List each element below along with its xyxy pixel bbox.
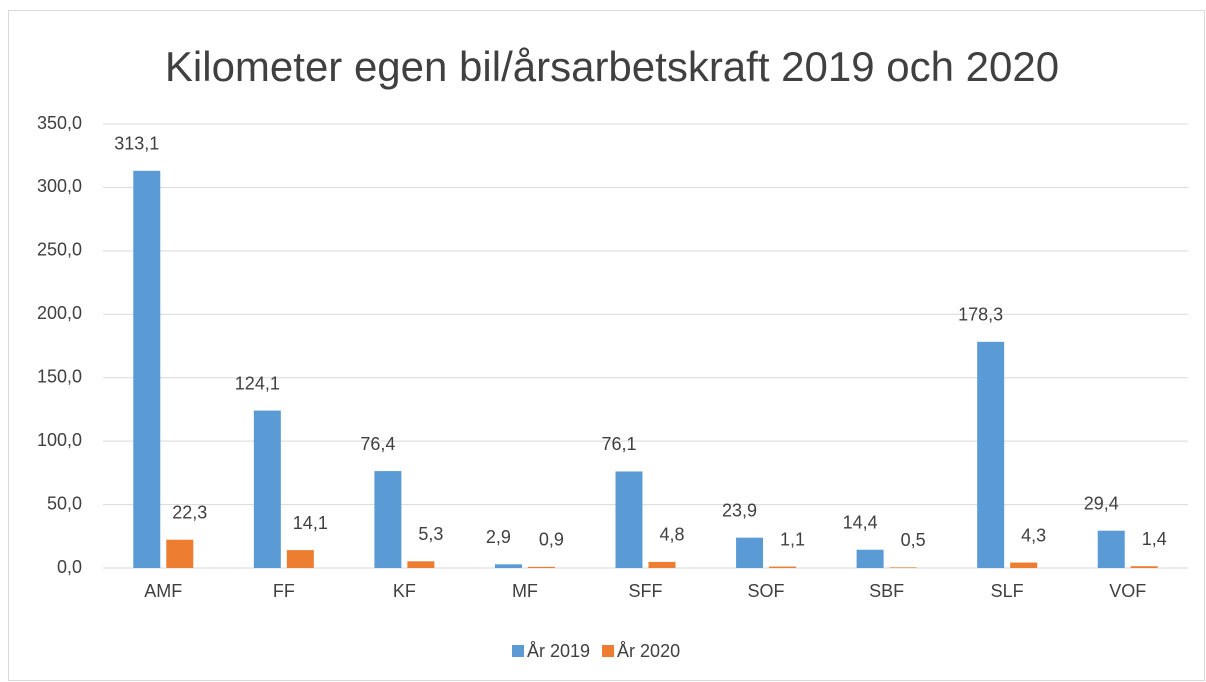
bar [253, 410, 281, 568]
y-tick-label: 150,0 [37, 366, 82, 386]
value-label: 29,4 [1084, 493, 1119, 513]
bar [648, 561, 676, 568]
y-tick-label: 0,0 [57, 557, 82, 577]
legend-label: År 2019 [527, 641, 590, 661]
bar [856, 549, 884, 568]
bar [286, 550, 314, 568]
value-label: 0,9 [539, 530, 564, 550]
bar [1097, 530, 1125, 568]
value-label: 0,5 [901, 530, 926, 550]
x-tick-label: SFF [629, 581, 663, 601]
value-label: 14,4 [843, 512, 878, 532]
y-tick-label: 350,0 [37, 113, 82, 133]
y-tick-label: 300,0 [37, 176, 82, 196]
bar [769, 566, 797, 568]
y-tick-label: 200,0 [37, 303, 82, 323]
bar [374, 471, 402, 568]
bar [1010, 562, 1038, 568]
bar [494, 564, 522, 568]
x-tick-label: SOF [748, 581, 785, 601]
y-tick-label: 50,0 [47, 493, 82, 513]
value-label: 313,1 [114, 134, 159, 154]
bar [407, 561, 435, 568]
value-label: 4,8 [659, 525, 684, 545]
legend-swatch [512, 645, 524, 657]
x-tick-label: SBF [869, 581, 904, 601]
value-label: 76,4 [360, 434, 395, 454]
bar [977, 341, 1005, 568]
value-label: 1,4 [1142, 529, 1167, 549]
legend-swatch [602, 645, 615, 657]
value-label: 76,1 [601, 434, 636, 454]
bar [615, 471, 643, 568]
value-label: 14,1 [293, 513, 328, 533]
value-label: 124,1 [235, 373, 280, 393]
x-tick-label: MF [512, 581, 538, 601]
y-tick-label: 250,0 [37, 240, 82, 260]
value-label: 22,3 [172, 502, 207, 522]
value-label: 178,3 [958, 305, 1003, 325]
x-tick-label: SLF [991, 581, 1024, 601]
y-tick-label: 100,0 [37, 430, 82, 450]
value-label: 1,1 [780, 529, 805, 549]
bar [1130, 566, 1158, 568]
x-tick-label: KF [393, 581, 416, 601]
x-tick-label: AMF [144, 581, 182, 601]
x-tick-label: FF [273, 581, 295, 601]
bar [736, 537, 764, 568]
x-tick-label: VOF [1109, 581, 1146, 601]
bar [889, 567, 917, 568]
chart-border [8, 10, 1205, 681]
bar [527, 566, 555, 568]
value-label: 5,3 [418, 524, 443, 544]
bar [166, 539, 194, 568]
value-label: 4,3 [1021, 525, 1046, 545]
value-label: 23,9 [722, 500, 757, 520]
chart-title: Kilometer egen bil/årsarbetskraft 2019 o… [165, 43, 1059, 90]
value-label: 2,9 [486, 527, 511, 547]
bar [133, 170, 161, 568]
legend-label: År 2020 [617, 641, 680, 661]
